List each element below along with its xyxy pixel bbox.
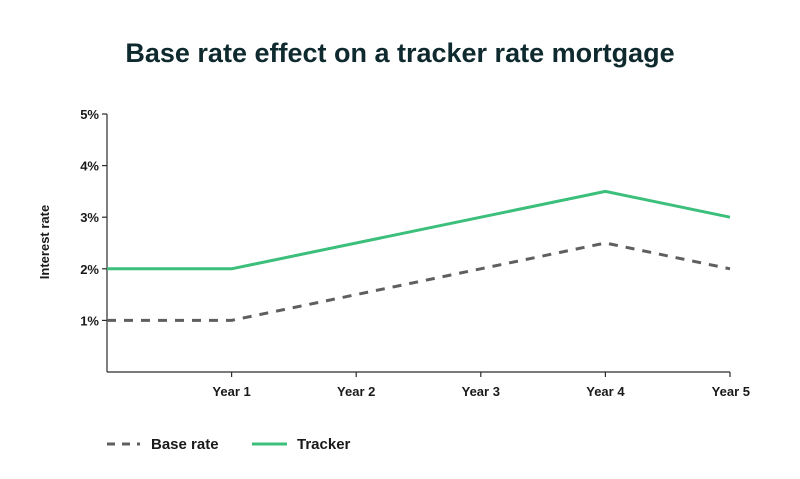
x-tick-label: Year 2 (337, 384, 375, 399)
y-tick-label: 1% (80, 313, 99, 328)
y-tick-label: 4% (80, 159, 99, 174)
x-ticks: Year 1 Year 2 Year 3 Year 4 Year 5 (212, 372, 750, 399)
series-line-tracker (107, 189, 731, 271)
y-tick-label: 2% (80, 262, 99, 277)
y-tick-label: 5% (80, 107, 99, 122)
series-lines (107, 189, 731, 322)
x-tick-label: Year 4 (586, 384, 625, 399)
y-tick-label: 3% (80, 210, 99, 225)
legend-label-tracker: Tracker (297, 436, 351, 453)
legend: Base rate Tracker (107, 436, 351, 453)
x-tick-label: Year 1 (212, 384, 250, 399)
legend-label-base-rate: Base rate (151, 436, 219, 453)
x-tick-label: Year 5 (712, 384, 750, 399)
chart-title: Base rate effect on a tracker rate mortg… (125, 38, 674, 68)
series-line-base-rate (107, 241, 731, 322)
y-ticks: 1% 2% 3% 4% 5% (80, 107, 107, 328)
y-axis-label: Interest rate (37, 205, 52, 279)
x-tick-label: Year 3 (462, 384, 500, 399)
